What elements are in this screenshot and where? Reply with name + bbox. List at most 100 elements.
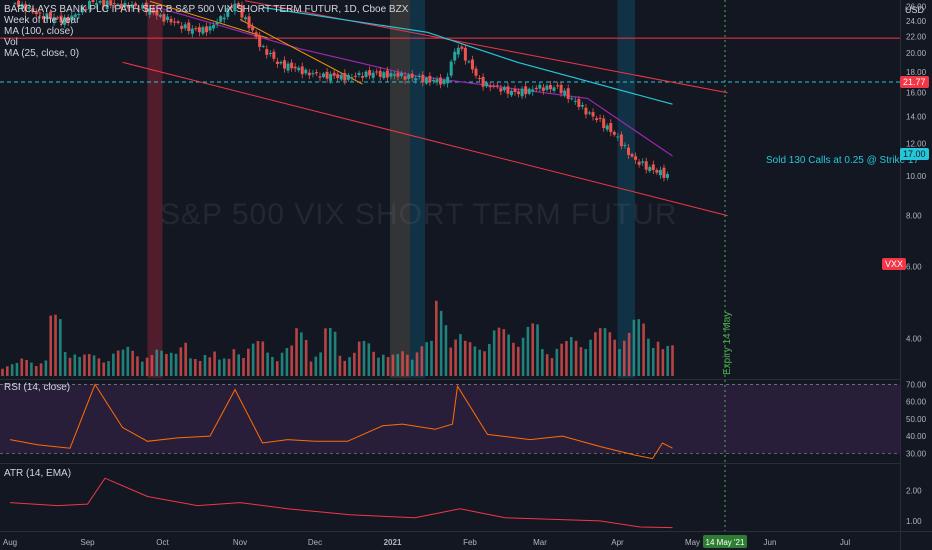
candle-body	[435, 79, 439, 83]
volume-bar	[25, 359, 28, 376]
volume-bar	[362, 340, 366, 376]
volume-bar	[372, 351, 375, 376]
candle-body	[258, 35, 262, 47]
candle-body	[439, 77, 443, 85]
candle-body	[119, 3, 123, 9]
candle-body	[84, 9, 88, 11]
volume-bar	[666, 345, 669, 376]
time-tick-label: Feb	[463, 538, 477, 547]
candle-body	[509, 90, 513, 96]
volume-bar	[87, 354, 91, 376]
candle-body	[378, 70, 382, 77]
candle-body	[332, 72, 336, 76]
candle-body	[31, 8, 35, 13]
volume-bar	[169, 352, 173, 376]
candle-body	[456, 47, 460, 55]
candle-body	[201, 27, 205, 34]
candle-body	[474, 68, 478, 76]
volume-bar	[574, 340, 578, 376]
channel-lower-line	[122, 61, 728, 217]
atr-title[interactable]: ATR (14, EMA)	[4, 468, 72, 479]
volume-bar	[584, 349, 588, 376]
candle-body	[314, 72, 318, 74]
candle-body	[165, 16, 169, 20]
time-tick-label: Jul	[840, 538, 850, 547]
candle-body	[126, 5, 130, 9]
volume-bar	[401, 351, 404, 376]
volume-bar	[435, 300, 438, 376]
candle-body	[244, 17, 248, 20]
indicator-vol[interactable]: Vol	[4, 37, 18, 48]
candle-body	[595, 118, 599, 121]
candle-body	[183, 24, 187, 29]
indicator-week-of-year[interactable]: Week of the year	[4, 15, 80, 26]
candle-body	[251, 26, 255, 31]
candle-body	[513, 88, 517, 93]
volume-bar	[391, 354, 395, 376]
volume-bar	[300, 332, 303, 376]
volume-bar	[468, 342, 472, 376]
candle-body	[34, 12, 38, 15]
volume-bar	[227, 358, 231, 376]
price-tick-label: 20.00	[906, 49, 927, 58]
volume-bar	[463, 340, 467, 376]
time-tick-label: Oct	[156, 538, 169, 547]
candle-body	[658, 169, 662, 176]
price-tick-label: 8.00	[906, 212, 922, 221]
volume-bar	[545, 354, 549, 376]
volume-bar	[324, 328, 327, 376]
time-tick-label: Apr	[611, 538, 624, 547]
price-tag-21-77: 21.77	[900, 76, 929, 88]
candle-body	[449, 61, 453, 76]
price-tick-label: 10.00	[906, 172, 927, 181]
volume-bar	[550, 358, 554, 376]
candle-body	[268, 53, 272, 55]
volume-bar	[174, 353, 178, 376]
candle-body	[226, 7, 230, 17]
rsi-title[interactable]: RSI (14, close)	[4, 382, 71, 393]
indicator-ma100[interactable]: MA (100, close)	[4, 26, 74, 37]
week-highlight	[617, 0, 635, 378]
indicator-ma25[interactable]: MA (25, close, 0)	[4, 48, 80, 59]
candle-body	[361, 76, 365, 78]
candle-body	[322, 73, 326, 78]
volume-bar	[560, 343, 563, 376]
volume-bar	[237, 354, 240, 376]
symbol-title[interactable]: BARCLAYS BANK PLC IPATH SER B S&P 500 VI…	[4, 4, 409, 15]
time-tick-label: Sep	[80, 538, 95, 547]
volume-bar	[579, 347, 583, 376]
rsi-tick-label: 40.00	[906, 432, 927, 441]
candle-body	[375, 71, 379, 73]
candle-body	[70, 15, 74, 21]
candle-body	[56, 17, 60, 19]
candle-body	[563, 90, 567, 96]
volume-bar	[54, 314, 57, 376]
volume-bar	[555, 348, 559, 376]
volume-bar	[420, 346, 424, 376]
candle-body	[293, 66, 297, 69]
time-tick-label: Jun	[764, 538, 777, 547]
candle-body	[38, 12, 42, 14]
rsi-line	[9, 383, 673, 460]
volume-bar	[647, 338, 650, 376]
candle-body	[651, 164, 655, 171]
candle-body	[644, 161, 648, 170]
volume-bar	[541, 349, 544, 376]
volume-bar	[189, 358, 192, 376]
candle-body	[407, 74, 411, 79]
candle-body	[623, 144, 627, 146]
candle-body	[275, 61, 279, 64]
volume-bar	[526, 326, 530, 376]
candle-body	[591, 112, 595, 117]
candle-body	[364, 71, 368, 78]
candle-body	[552, 87, 556, 91]
volume-bar	[59, 319, 62, 376]
candle-body	[662, 167, 666, 178]
symbol-watermark: S&P 500 VIX SHORT TERM FUTUR	[160, 198, 678, 231]
candle-body	[45, 13, 49, 20]
candle-body	[48, 11, 52, 19]
time-tick-label: 14 May '21	[706, 538, 745, 547]
week-highlights	[147, 0, 635, 378]
volume-bars	[1, 300, 674, 376]
